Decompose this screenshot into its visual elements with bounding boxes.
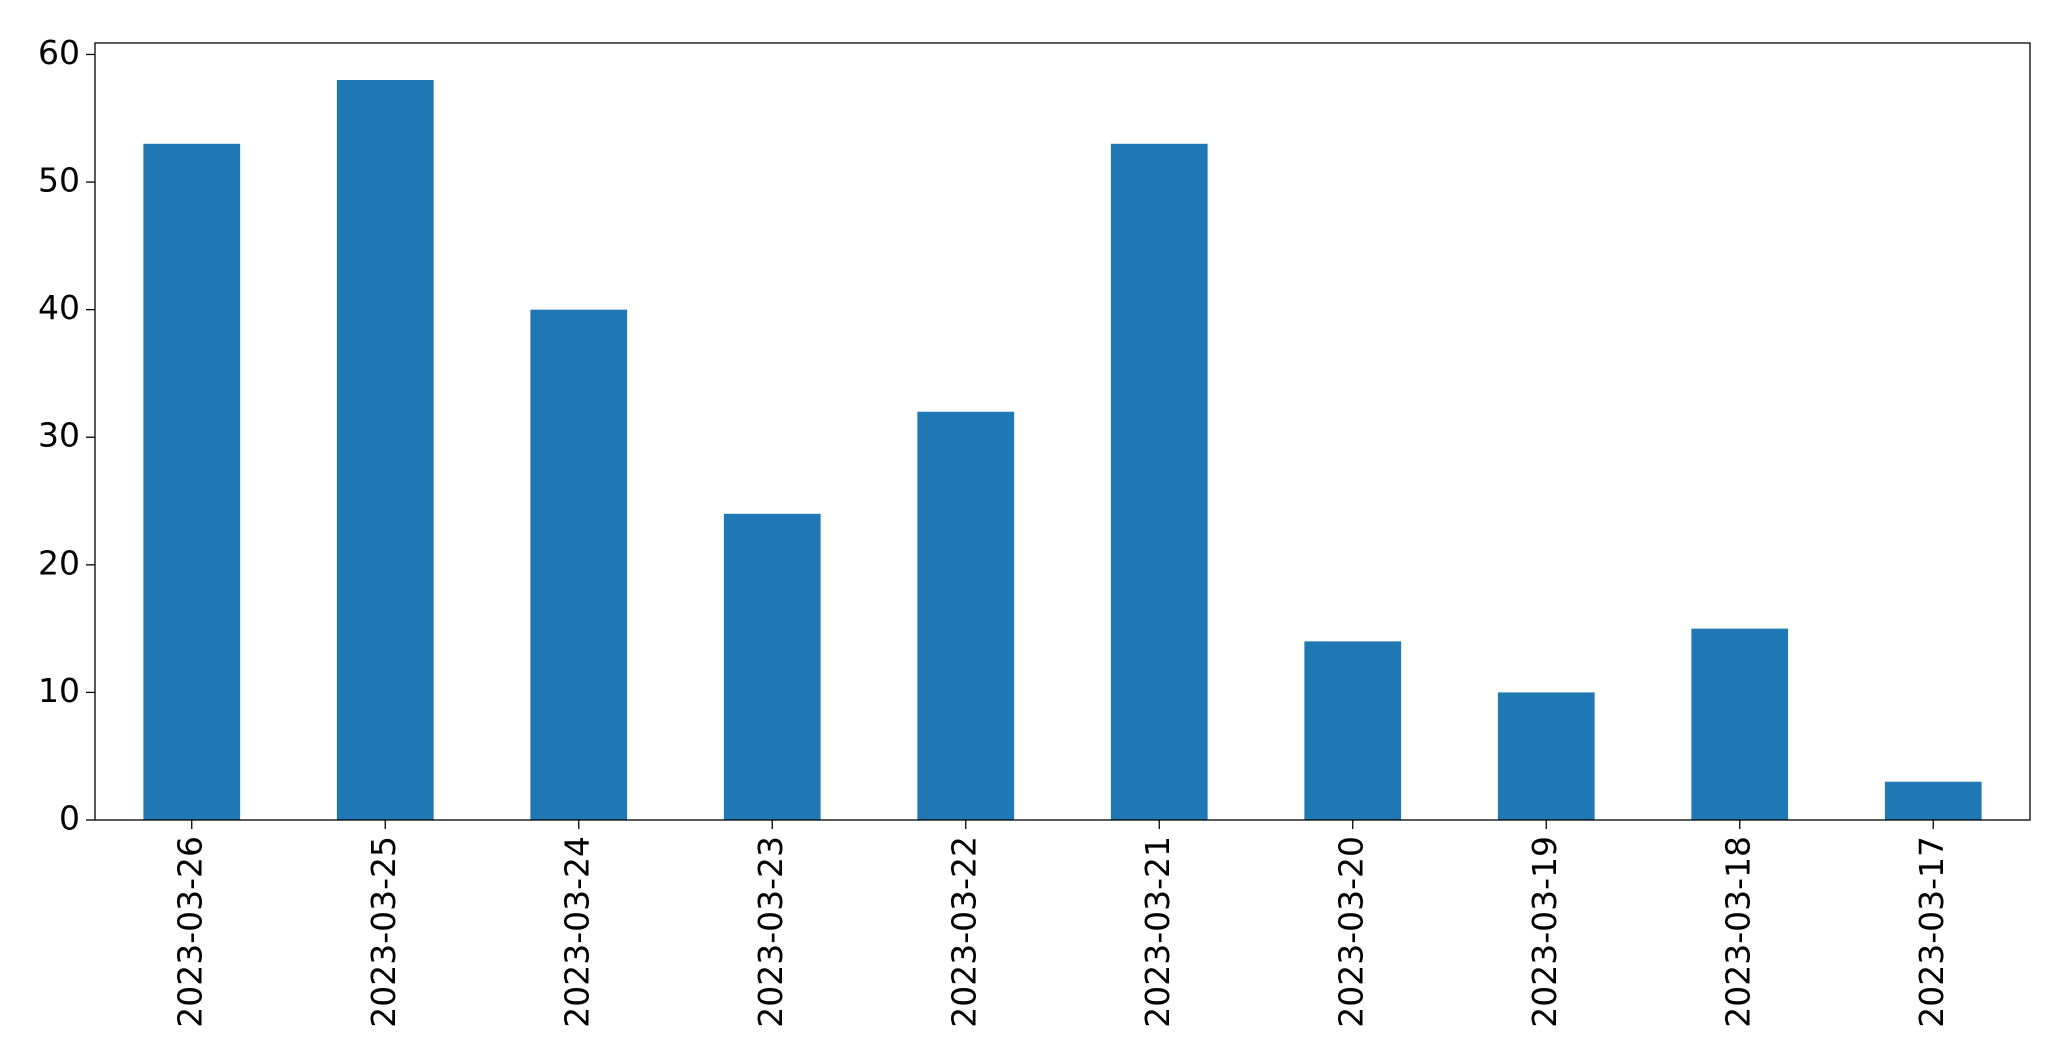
bar: [1304, 641, 1402, 820]
y-tick-label: 60: [38, 33, 80, 72]
y-tick-label: 20: [38, 543, 80, 582]
y-tick-label: 10: [38, 671, 80, 710]
bar: [143, 143, 241, 821]
bar: [1110, 143, 1208, 821]
y-tick-label: 40: [38, 288, 80, 327]
x-tick-label: 2023-03-23: [751, 836, 790, 1028]
bar: [723, 513, 821, 820]
x-tick-label: 2023-03-19: [1525, 836, 1564, 1028]
x-tick-label: 2023-03-22: [944, 836, 983, 1028]
x-tick-label: 2023-03-26: [170, 836, 209, 1028]
x-tick-label: 2023-03-18: [1718, 836, 1757, 1028]
x-tick-label: 2023-03-25: [364, 836, 403, 1028]
y-tick-label: 30: [38, 416, 80, 455]
bar: [530, 309, 628, 820]
y-tick-label: 50: [38, 161, 80, 200]
plot-frame: [94, 42, 2031, 821]
x-tick-label: 2023-03-17: [1912, 836, 1951, 1028]
bar: [917, 411, 1015, 820]
x-tick-label: 2023-03-24: [557, 836, 596, 1028]
bar: [1884, 781, 1982, 820]
y-tick-label: 0: [59, 799, 80, 838]
bar: [1691, 628, 1789, 820]
bar: [336, 80, 434, 820]
bar: [1497, 692, 1595, 820]
x-tick-label: 2023-03-20: [1331, 836, 1370, 1028]
x-tick-label: 2023-03-21: [1138, 836, 1177, 1028]
